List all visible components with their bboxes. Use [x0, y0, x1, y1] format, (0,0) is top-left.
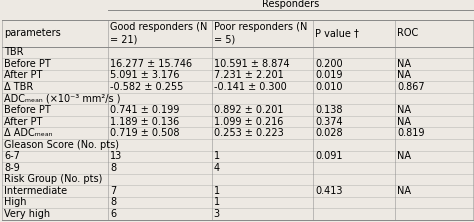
Text: NA: NA [397, 59, 411, 69]
Text: 0.413: 0.413 [315, 186, 342, 196]
Text: Very high: Very high [4, 209, 50, 219]
Text: Poor responders (N
= 5): Poor responders (N = 5) [214, 22, 307, 44]
Text: 1.189 ± 0.136: 1.189 ± 0.136 [110, 117, 180, 127]
Text: NA: NA [397, 70, 411, 81]
Text: -0.141 ± 0.300: -0.141 ± 0.300 [214, 82, 286, 92]
Text: High: High [4, 197, 27, 208]
Text: 13: 13 [110, 151, 122, 161]
Text: 1: 1 [214, 186, 220, 196]
Text: Δ TBR: Δ TBR [4, 82, 34, 92]
Text: P value †: P value † [315, 28, 359, 38]
Text: 3: 3 [214, 209, 220, 219]
Text: ROC: ROC [397, 28, 419, 38]
Text: NA: NA [397, 186, 411, 196]
Text: 5.091 ± 3.176: 5.091 ± 3.176 [110, 70, 180, 81]
Text: 7.231 ± 2.201: 7.231 ± 2.201 [214, 70, 283, 81]
Text: 0.091: 0.091 [315, 151, 342, 161]
Text: 0.867: 0.867 [397, 82, 425, 92]
Text: 1.099 ± 0.216: 1.099 ± 0.216 [214, 117, 283, 127]
Text: TBR: TBR [4, 47, 24, 57]
Text: ADCₘₑₐₙ (×10⁻³ mm²/s ): ADCₘₑₐₙ (×10⁻³ mm²/s ) [4, 93, 121, 104]
Text: 1: 1 [214, 197, 220, 208]
Text: 0.374: 0.374 [315, 117, 343, 127]
Text: 6: 6 [110, 209, 116, 219]
Text: Δ ADCₘₑₐₙ: Δ ADCₘₑₐₙ [4, 128, 53, 138]
Text: 0.028: 0.028 [315, 128, 343, 138]
Text: 4: 4 [214, 163, 220, 173]
Text: Responders: Responders [262, 0, 319, 9]
Text: 16.277 ± 15.746: 16.277 ± 15.746 [110, 59, 192, 69]
Text: 0.253 ± 0.223: 0.253 ± 0.223 [214, 128, 283, 138]
Text: 8: 8 [110, 163, 116, 173]
Text: 6-7: 6-7 [4, 151, 20, 161]
Text: Good responders (N
= 21): Good responders (N = 21) [110, 22, 208, 44]
Text: Before PT: Before PT [4, 59, 51, 69]
Text: NA: NA [397, 151, 411, 161]
Text: 0.741 ± 0.199: 0.741 ± 0.199 [110, 105, 180, 115]
Text: 1: 1 [214, 151, 220, 161]
Text: Before PT: Before PT [4, 105, 51, 115]
Text: Gleason Score (No. pts): Gleason Score (No. pts) [4, 140, 119, 150]
Text: parameters: parameters [4, 28, 61, 38]
Text: 0.200: 0.200 [315, 59, 343, 69]
Text: 0.819: 0.819 [397, 128, 425, 138]
Text: NA: NA [397, 105, 411, 115]
Text: 8: 8 [110, 197, 116, 208]
Text: 0.138: 0.138 [315, 105, 342, 115]
Text: Risk Group (No. pts): Risk Group (No. pts) [4, 174, 103, 184]
Text: 0.019: 0.019 [315, 70, 342, 81]
Text: 0.719 ± 0.508: 0.719 ± 0.508 [110, 128, 180, 138]
Text: NA: NA [397, 117, 411, 127]
Text: 8-9: 8-9 [4, 163, 20, 173]
Text: 7: 7 [110, 186, 117, 196]
Text: -0.582 ± 0.255: -0.582 ± 0.255 [110, 82, 183, 92]
Text: After PT: After PT [4, 117, 43, 127]
Text: 10.591 ± 8.874: 10.591 ± 8.874 [214, 59, 289, 69]
Text: 0.010: 0.010 [315, 82, 342, 92]
Text: 0.892 ± 0.201: 0.892 ± 0.201 [214, 105, 283, 115]
Text: Intermediate: Intermediate [4, 186, 67, 196]
Text: After PT: After PT [4, 70, 43, 81]
